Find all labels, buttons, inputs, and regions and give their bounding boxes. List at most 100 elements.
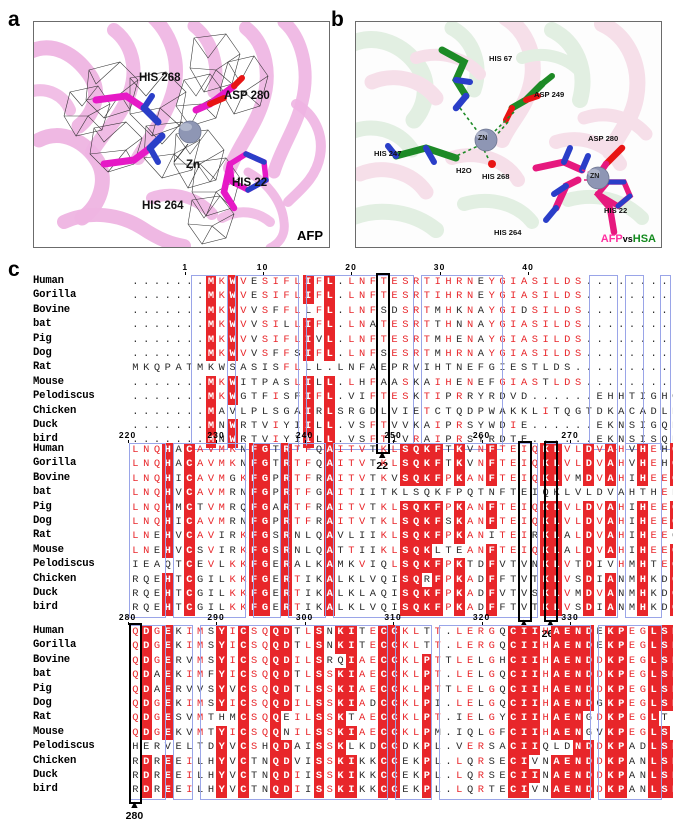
alignment-row: Human L N Q H A C A V M K N F G T R T F Q A I T V T K L S Q K F T K V N F T… — [0, 443, 673, 458]
ruler-tick: 20 — [345, 262, 357, 275]
ruler-tick: 30 — [433, 262, 446, 275]
species-label: bird — [33, 601, 58, 614]
species-label: Gorilla — [33, 639, 77, 652]
alignment-row: bird R Q E H T C G I L K K F G E R T I K A L K L V Q I S Q K F P K A D F F T… — [0, 601, 673, 616]
alignment-row: Gorilla ....... M K W V E S I F L I F L. L N F T E S R T I H R N E… — [0, 289, 673, 304]
species-label: bat — [33, 318, 52, 331]
panel-b-render — [356, 22, 661, 247]
panel-a-label-his22: HIS 22 — [232, 177, 268, 189]
marker-arrow-icon: ▲ — [376, 448, 388, 461]
alignment-row: Mouse ....... M K W I T P A S L I L L. L H F A A S K A I H E N E F G… — [0, 375, 673, 391]
species-label: Bovine — [33, 653, 70, 666]
ruler-tick: 300 — [295, 612, 314, 625]
ruler-tick: 310 — [384, 612, 402, 625]
panel-b-label-his264: HIS 264 — [494, 228, 522, 237]
species-label: Chicken — [33, 404, 77, 417]
marker-arrow-icon: ▲ — [518, 616, 530, 629]
panel-b-corner-legend: AFPvsHSA — [601, 233, 656, 245]
residue-marker: ▲ 280 — [118, 799, 150, 822]
legend-hsa: HSA — [632, 233, 656, 245]
species-label: Rat — [33, 711, 52, 724]
ruler-tick: 280 — [118, 612, 137, 625]
alignment-row: Gorilla L N Q H A C A V M K N F G T R T F Q A I T V T K L S Q K F T K V N… — [0, 457, 673, 472]
panel-b-label-zn-afp: ZN — [590, 173, 600, 180]
species-label: Mouse — [33, 543, 64, 556]
alignment-row: Dog Q D G E K I M S Y I C S Q Q D I L S S K I A D C C K L P I. L E L G Q C I… — [0, 696, 673, 712]
alignment-row: Rat Q D G E S V M T H M C S Q Q E I L S S K T A E C C K L P T. I E L G Y C I… — [0, 711, 673, 726]
alignment-row: Duck ....... M N W R T V I Y I I L L. V S F T V V K A I P R S Y W D I… — [0, 418, 673, 434]
ruler-tick: 230 — [207, 430, 225, 443]
alignment-row: Bovine ....... M K W V V S F F L L F L. L N F S D S R T M H K N A Y… — [0, 303, 673, 319]
panel-a-render — [34, 22, 329, 247]
alignment-row: Mouse L N E H V C S V I R K F G S R N L Q A T T I I K L S Q K L T E A N F T… — [0, 543, 673, 559]
ruler-tick: 10 — [256, 262, 269, 275]
alignment-row: Duck R D R E E I L H Y V C T N Q D I I S S K I K K C C E K P L. L Q R S E C… — [0, 768, 673, 784]
alignment-row: Chicken R D R E E I L H Y V C T N Q D V I S S K I K K C C E K P L. L Q R… — [0, 754, 673, 769]
panel-b-structure-image: HIS 67 ASP 249 HIS 247 H2O ASP 280 HIS 2… — [355, 21, 662, 248]
ruler-tick: 250 — [384, 430, 402, 443]
species-label: Dog — [33, 346, 52, 359]
species-label: Pelodiscus — [33, 740, 95, 753]
alignment-row: Pig Q D A E R V V S Y V C S Q Q D T L S S K I A E C C K L P T T L E L G Q C I… — [0, 682, 673, 697]
alignment-row: Mouse Q D G E K V M T Y I C S Q Q N I L S S K I A E C C K L P M. I Q L G F… — [0, 725, 673, 741]
alignment-ruler: 280 290 300 310 320 330 — [0, 612, 673, 625]
alignment-block: 280 290 300 310 320 330 Human Q D G E K I M S Y I C S Q Q D T L… — [0, 612, 673, 822]
species-label: bird — [33, 783, 58, 796]
alignment-block: 220 230 240 250 260 270 Human L N Q H A C A V M K N F G T R T F… — [0, 430, 673, 640]
alignment-row: Gorilla Q D G E K I M S Y I C S Q Q D T L S N K I T E C C K L T T. L E R… — [0, 639, 673, 654]
species-label: Rat — [33, 361, 52, 374]
alignment-rows: Human L N Q H A C A V M K N F G T R T F Q A I T V T K L S Q K F T K V N F T… — [0, 441, 673, 622]
ruler-tick: 320 — [472, 612, 491, 625]
alignment-row: Human Q D G E K I M S Y I C S Q Q D T L S N K I T E C C K L T T. L E R G Q… — [0, 625, 673, 640]
ruler-tick: 40 — [522, 262, 534, 275]
panel-b-label-h2o: H2O — [456, 166, 472, 175]
species-label: bat — [33, 486, 52, 499]
panel-b-label-asp280: ASP 280 — [588, 134, 619, 143]
ruler-tick: 290 — [207, 612, 225, 625]
panel-a-label-his264: HIS 264 — [142, 200, 184, 212]
species-label: Human — [33, 443, 64, 455]
alignment-ruler: 220 230 240 250 260 270 — [0, 430, 673, 443]
legend-afp: AFP — [600, 233, 623, 245]
species-label: Gorilla — [33, 457, 77, 470]
alignment-rows: Human Q D G E K I M S Y I C S Q Q D T L S N K I T E C C K L T T. L E R G Q… — [0, 623, 673, 804]
species-label: Mouse — [33, 725, 64, 738]
alignment-row: Duck R Q E H T C G I L K K F G E R T I K A L K L A Q I S Q K F P K A D F V T… — [0, 586, 673, 602]
panel-b-label-his247: HIS 247 — [374, 149, 402, 158]
species-label: bat — [33, 668, 52, 681]
panel-a-letter: a — [8, 8, 20, 31]
species-label: Bovine — [33, 471, 70, 484]
panel-a-structure-image: HIS 268 ASP 280 Zn HIS 22 HIS 264 AFP — [33, 21, 330, 248]
species-label: Dog — [33, 696, 52, 709]
alignment-row: Dog L N Q H I C A V M R N F G P R T F R A I T V T K L S Q K F S K A N F T E I… — [0, 514, 673, 530]
alignment-row: Dog ....... M K W V V S F F S I F L. L N F S E S R T M H R N A Y G I A… — [0, 346, 673, 362]
panel-b-label-his22: HIS 22 — [604, 206, 628, 215]
species-label: Duck — [33, 768, 58, 781]
